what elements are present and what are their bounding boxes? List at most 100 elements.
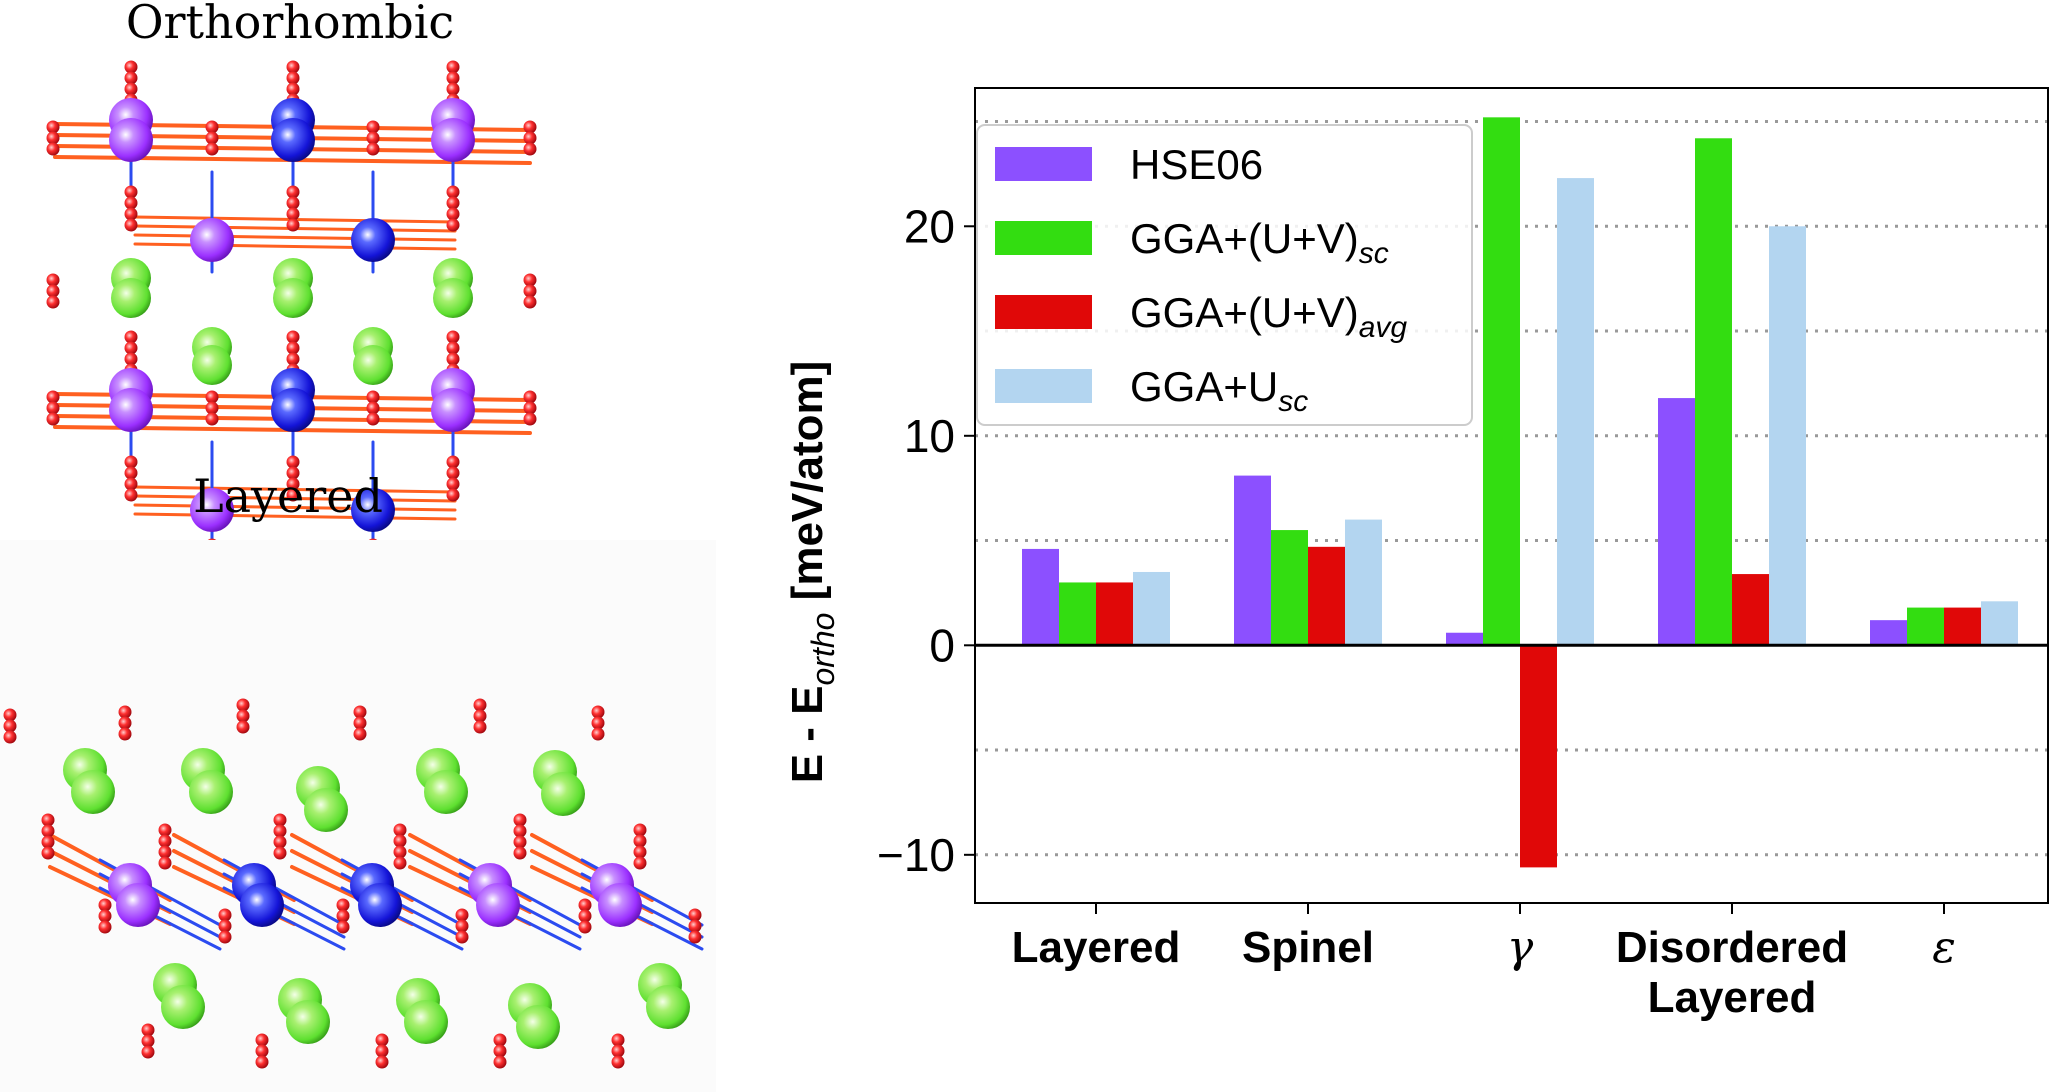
oxygen-atom <box>366 142 380 156</box>
oxygen-atom <box>286 207 300 221</box>
oxygen-atom <box>286 455 300 469</box>
x-tick-label: ε <box>1932 922 1956 973</box>
oxygen-atom <box>336 920 350 934</box>
oxygen-atom <box>46 131 60 145</box>
bars <box>1022 117 2018 868</box>
oxygen-atom <box>688 908 702 922</box>
oxygen-atom <box>523 412 537 426</box>
oxygen-atom <box>446 352 460 366</box>
metal-atom <box>271 118 315 162</box>
oxygen-atom <box>353 716 367 730</box>
oxygen-atom <box>286 466 300 480</box>
oxygen-atom <box>3 730 17 744</box>
oxygen-atom <box>273 846 287 860</box>
oxygen-atom <box>446 455 460 469</box>
metal-atom <box>476 883 520 927</box>
x-tick-label: γ <box>1507 922 1534 973</box>
bar <box>1133 571 1170 646</box>
y-axis-label-sub: ortho <box>805 613 841 686</box>
legend-swatch <box>995 147 1092 181</box>
oxygen-atom <box>255 1033 269 1047</box>
oxygen-atom <box>446 71 460 85</box>
oxygen-atom <box>493 1033 507 1047</box>
oxygen-atom <box>158 823 172 837</box>
bar <box>1520 645 1557 868</box>
oxygen-atom <box>513 813 527 827</box>
oxygen-atom <box>205 401 219 415</box>
bar <box>1870 620 1907 646</box>
oxygen-atom <box>218 930 232 944</box>
lithium-atom <box>646 985 690 1029</box>
lithium-atom <box>404 1000 448 1044</box>
oxygen-atom <box>393 856 407 870</box>
oxygen-atom <box>98 920 112 934</box>
oxygen-atom <box>446 218 460 232</box>
oxygen-atom <box>41 846 55 860</box>
oxygen-atom <box>124 82 138 96</box>
legend-box <box>976 124 1473 426</box>
bar <box>1907 607 1944 646</box>
oxygen-atom <box>446 185 460 199</box>
oxygen-atom <box>523 390 537 404</box>
oxygen-atom <box>513 824 527 838</box>
y-axis-label-unit: [meV/atom] <box>783 361 832 613</box>
oxygen-atom <box>336 898 350 912</box>
oxygen-atom <box>473 698 487 712</box>
oxygen-atom <box>493 1055 507 1069</box>
oxygen-atom <box>286 185 300 199</box>
bar <box>1234 475 1271 646</box>
oxygen-atom <box>118 727 132 741</box>
oxygen-atom <box>455 908 469 922</box>
metal-atom <box>116 883 160 927</box>
oxygen-atom <box>393 845 407 859</box>
oxygen-atom <box>286 352 300 366</box>
oxygen-atom <box>124 455 138 469</box>
bar <box>1271 530 1308 646</box>
oxygen-atom <box>633 834 647 848</box>
y-axis-label: E - Eortho [meV/atom] <box>783 361 841 784</box>
metal-atom <box>351 218 395 262</box>
oxygen-atom <box>46 401 60 415</box>
oxygen-atom <box>286 488 300 502</box>
layered-title: Layered <box>193 469 383 523</box>
oxygen-atom <box>446 477 460 491</box>
metal-atom <box>109 118 153 162</box>
oxygen-atom <box>236 720 250 734</box>
oxygen-atom <box>124 477 138 491</box>
oxygen-atom <box>523 142 537 156</box>
oxygen-atom <box>46 120 60 134</box>
oxygen-atom <box>46 142 60 156</box>
lithium-atom <box>192 345 232 385</box>
oxygen-atom <box>523 273 537 287</box>
oxygen-atom <box>523 401 537 415</box>
oxygen-atom <box>46 390 60 404</box>
oxygen-atom <box>688 919 702 933</box>
oxygen-atom <box>158 856 172 870</box>
oxygen-atom <box>124 71 138 85</box>
x-tick-label: Layered <box>1648 973 1817 1022</box>
oxygen-atom <box>375 1033 389 1047</box>
legend: HSE06 GGA+(U+V)sc GGA+(U+V)avg GGA+Usc <box>976 124 1473 426</box>
oxygen-atom <box>455 919 469 933</box>
layered-panel-background <box>0 540 716 1092</box>
oxygen-atom <box>633 845 647 859</box>
oxygen-atom <box>366 131 380 145</box>
oxygen-atom <box>286 82 300 96</box>
legend-label: GGA+(U+V)avg <box>1130 289 1407 344</box>
metal-atom <box>598 883 642 927</box>
oxygen-atom <box>523 120 537 134</box>
oxygen-atom <box>118 705 132 719</box>
oxygen-atom <box>273 835 287 849</box>
oxygen-atom <box>236 698 250 712</box>
oxygen-atom <box>591 727 605 741</box>
oxygen-atom <box>446 330 460 344</box>
lithium-atom <box>161 985 205 1029</box>
oxygen-atom <box>286 196 300 210</box>
lithium-atom <box>541 772 585 816</box>
oxygen-atom <box>611 1033 625 1047</box>
lithium-atom <box>189 770 233 814</box>
x-tick-label: Layered <box>1012 923 1181 972</box>
lithium-atom <box>424 770 468 814</box>
oxygen-atom <box>633 856 647 870</box>
oxygen-atom <box>124 466 138 480</box>
